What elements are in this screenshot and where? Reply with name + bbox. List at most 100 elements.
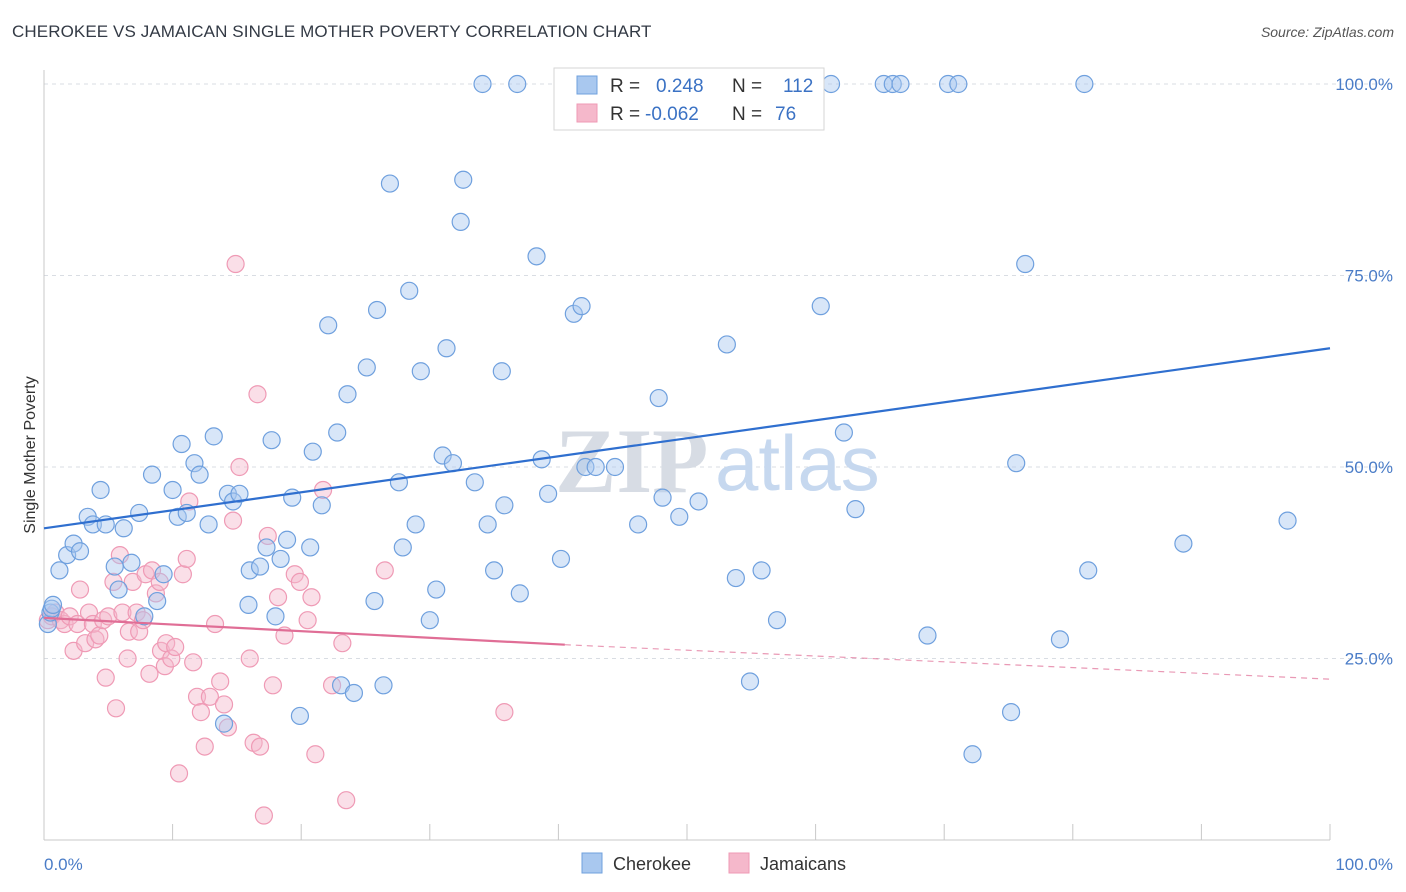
y-tick-label: 25.0% xyxy=(1345,650,1393,669)
cherokee-point xyxy=(239,595,258,614)
legend-r-value: -0.062 xyxy=(645,104,699,125)
cherokee-point xyxy=(451,212,470,231)
jamaicans-point xyxy=(211,672,230,691)
legend-n-label: N = xyxy=(732,76,762,97)
jamaicans-point xyxy=(191,703,210,722)
cherokee-point xyxy=(1001,703,1021,722)
jamaicans-point xyxy=(495,703,514,722)
jamaicans-point xyxy=(268,588,288,607)
cherokee-point xyxy=(199,515,218,534)
cherokee-point xyxy=(586,457,605,477)
bottom-legend: Cherokee Jamaicans xyxy=(581,852,846,874)
x-tick-labels: 0.0% 100.0% xyxy=(44,855,1393,874)
jamaicans-point xyxy=(290,572,310,592)
cherokee-point xyxy=(148,591,167,611)
jamaicans-point xyxy=(248,385,267,404)
cherokee-point xyxy=(433,446,452,465)
watermark-zip: ZIP xyxy=(555,410,708,512)
cherokee-point xyxy=(485,561,504,580)
cherokee-point xyxy=(767,611,787,630)
jamaicans-point xyxy=(166,637,185,657)
cherokee-point xyxy=(811,297,830,316)
cherokee-point xyxy=(43,595,63,614)
cherokee-point xyxy=(846,500,865,519)
cherokee-point xyxy=(266,607,285,626)
jamaicans-point xyxy=(375,561,394,580)
cherokee-point xyxy=(508,74,527,94)
legend-n-label: N = xyxy=(732,104,762,125)
jamaicans-trend-line-extension xyxy=(564,644,1331,680)
cherokee-point xyxy=(70,542,90,561)
cherokee-point xyxy=(185,454,204,473)
jamaicans-point xyxy=(240,649,259,668)
jamaicans-point xyxy=(177,549,196,569)
cherokee-trend-line xyxy=(43,347,1331,530)
cherokee-point xyxy=(551,549,571,569)
cherokee-point xyxy=(262,431,281,450)
legend-frame xyxy=(553,67,825,131)
jamaicans-point xyxy=(60,607,79,626)
jamaicans-point xyxy=(302,588,321,607)
cherokee-point xyxy=(406,515,425,534)
cherokee-point xyxy=(328,423,347,442)
cherokee-point xyxy=(411,362,430,381)
cherokee-point xyxy=(338,385,357,404)
jamaicans-point xyxy=(226,254,245,274)
cherokee-point xyxy=(38,614,57,634)
source-credit: Source: ZipAtlas.com xyxy=(1260,24,1394,40)
cherokee-point xyxy=(190,465,209,484)
bottom-legend-label-jamaicans: Jamaicans xyxy=(760,854,846,874)
cherokee-point xyxy=(420,611,439,630)
x-tick-label: 100.0% xyxy=(1335,855,1393,874)
cherokee-point xyxy=(367,300,387,320)
cherokee-point xyxy=(649,388,668,408)
cherokee-point xyxy=(204,427,223,446)
cherokee-point xyxy=(250,557,270,576)
cherokee-point xyxy=(918,626,937,645)
legend-n-value: 76 xyxy=(775,104,796,125)
cherokee-point xyxy=(344,683,364,703)
cherokee-point xyxy=(214,714,234,733)
cherokee-point xyxy=(437,339,456,358)
cherokee-point xyxy=(539,484,558,503)
x-tick-label: 0.0% xyxy=(44,855,83,874)
cherokee-point xyxy=(365,591,384,611)
cherokee-point xyxy=(135,607,154,626)
cherokee-point xyxy=(740,672,760,691)
bottom-legend-label-cherokee: Cherokee xyxy=(613,854,691,874)
cherokee-point xyxy=(374,676,393,695)
cherokee-point xyxy=(1016,254,1035,274)
cherokee-point xyxy=(130,503,149,523)
cherokee-point xyxy=(50,561,69,580)
cherokee-point xyxy=(1075,74,1094,94)
chart-title: CHEROKEE VS JAMAICAN SINGLE MOTHER POVER… xyxy=(12,22,652,41)
jamaicans-point xyxy=(230,457,249,477)
cherokee-point xyxy=(319,316,338,335)
cherokee-point xyxy=(393,538,412,557)
cherokee-point xyxy=(168,507,187,526)
cherokee-point xyxy=(154,565,173,584)
cherokee-point xyxy=(572,297,591,316)
cherokee-point xyxy=(726,568,745,588)
cherokee-point xyxy=(400,281,419,300)
cherokee-point xyxy=(473,74,492,94)
y-axis-label: Single Mother Poverty xyxy=(22,376,39,533)
cherokee-point xyxy=(938,74,958,94)
cherokee-point xyxy=(891,74,910,94)
cherokee-point xyxy=(91,480,110,500)
jamaicans-point xyxy=(187,687,207,706)
cherokee-point xyxy=(495,496,514,515)
cherokee-point xyxy=(230,484,249,503)
jamaicans-point xyxy=(200,687,219,706)
jamaicans-point xyxy=(195,737,214,756)
cherokee-point xyxy=(670,507,689,526)
y-tick-labels: 25.0% 50.0% 75.0% 100.0% xyxy=(1335,75,1393,669)
cherokee-point xyxy=(605,457,625,477)
cherokee-point xyxy=(427,580,446,599)
jamaicans-point xyxy=(146,584,165,603)
jamaicans-point xyxy=(298,611,317,630)
cherokee-point xyxy=(752,561,771,580)
legend-r-value: 0.248 xyxy=(656,76,704,97)
jamaicans-point xyxy=(306,745,325,764)
